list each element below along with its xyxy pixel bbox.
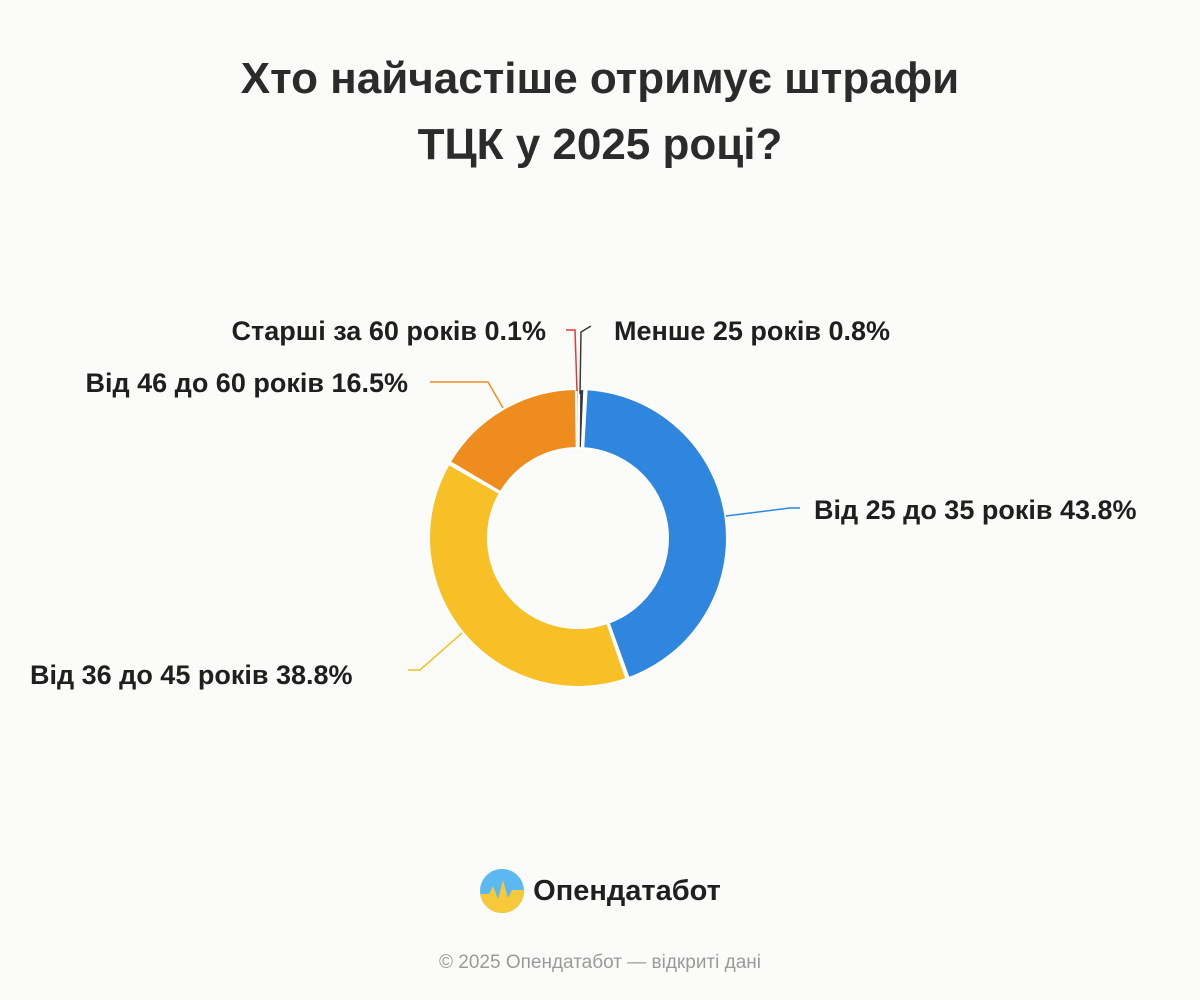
leader-line-4 <box>430 381 504 409</box>
chart-title: Хто найчастіше отримує штрафи ТЦК у 2025… <box>0 46 1200 178</box>
slice-label-2: Від 25 до 35 років 43.8% <box>814 495 1137 525</box>
leader-line-2 <box>725 507 800 517</box>
donut-slice-1 <box>577 387 586 450</box>
leader-line-5 <box>566 329 578 392</box>
leader-line-1 <box>579 325 592 395</box>
slices-layer <box>428 387 728 688</box>
slice-label-1: Менше 25 років 0.8% <box>614 316 890 346</box>
slice-label-3: Від 36 до 45 років 38.8% <box>30 660 353 690</box>
leader-line-3 <box>408 632 463 671</box>
footer-copyright: © 2025 Опендатабот — відкриті дані <box>439 952 761 973</box>
brand-name: Опендатабот <box>533 874 721 907</box>
donut-slice-4 <box>448 388 578 494</box>
donut-slice-3 <box>428 462 628 688</box>
slice-label-4: Від 46 до 60 років 16.5% <box>86 368 409 398</box>
donut-slice-5 <box>576 388 579 449</box>
chart-title-line-1: Хто найчастіше отримує штрафи <box>240 54 960 103</box>
opendatabot-logo-icon <box>480 869 525 913</box>
brand: Опендатабот <box>0 868 1200 914</box>
labels-layer: Менше 25 років 0.8% Від 25 до 35 років 43… <box>30 316 1137 690</box>
chart-title-line-2: ТЦК у 2025 році? <box>417 120 783 169</box>
slice-label-5: Старші за 60 років 0.1% <box>232 316 547 346</box>
leader-lines-layer <box>408 325 800 671</box>
donut-slice-2 <box>582 388 728 680</box>
